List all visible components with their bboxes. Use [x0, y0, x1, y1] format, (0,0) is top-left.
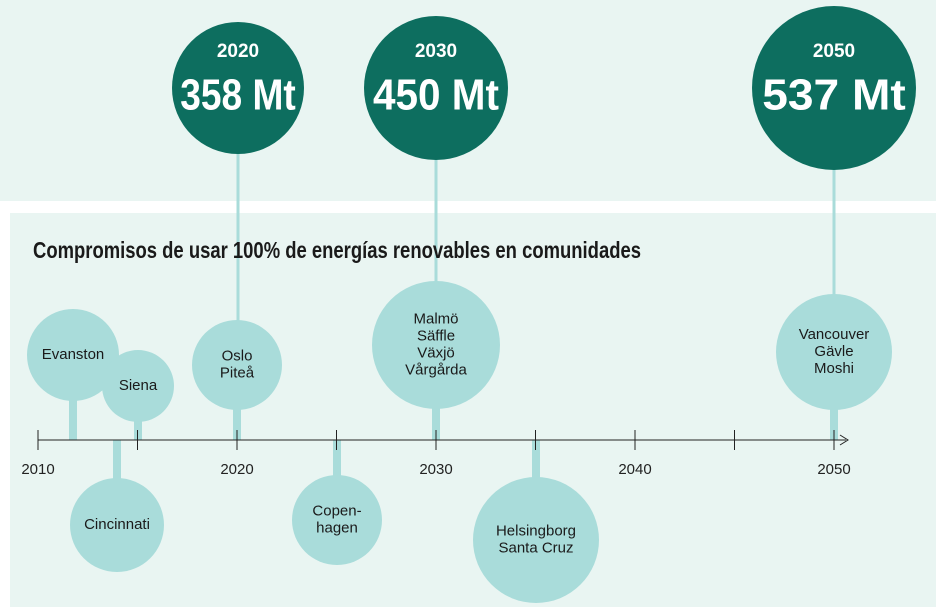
event-label: Santa Cruz: [498, 539, 573, 556]
event-label: Evanston: [42, 346, 105, 363]
event-label: hagen: [316, 519, 358, 536]
highlight-value: 358 Mt: [180, 71, 296, 120]
event-label: Helsingborg: [496, 522, 576, 539]
event-circle: [776, 294, 892, 410]
event-label: Vårgårda: [405, 361, 467, 378]
highlight-value: 537 Mt: [762, 71, 906, 120]
event-label: Växjö: [417, 344, 455, 361]
event-circle: [473, 477, 599, 603]
axis-label: 2030: [419, 461, 452, 478]
event-circle: [70, 478, 164, 572]
highlight-circle: [172, 22, 304, 154]
event-circle: [192, 320, 282, 410]
event-circle: [27, 309, 119, 401]
highlight-year: 2030: [415, 41, 457, 62]
event-label: Piteå: [220, 364, 255, 381]
event-label: Oslo: [222, 347, 253, 364]
highlight-year: 2020: [217, 41, 259, 62]
event-label: Moshi: [814, 360, 854, 377]
connector: [832, 88, 836, 300]
axis-label: 2020: [220, 461, 253, 478]
highlight-year: 2050: [813, 41, 855, 62]
axis-arrow: [839, 434, 849, 446]
connector: [434, 88, 438, 290]
event-label: Copen-: [312, 502, 361, 519]
axis-label: 2050: [817, 461, 850, 478]
highlight-circle: [752, 6, 916, 170]
connector: [236, 88, 240, 330]
event-circle: [292, 475, 382, 565]
event-label: Gävle: [814, 343, 853, 360]
event-circle: [102, 350, 174, 422]
event-label: Malmö: [413, 310, 458, 327]
axis-label: 2010: [21, 461, 54, 478]
event-label: Siena: [119, 377, 158, 394]
title: Compromisos de usar 100% de energías ren…: [33, 237, 641, 263]
event-label: Cincinnati: [84, 516, 150, 533]
event-label: Vancouver: [799, 326, 870, 343]
highlight-circle: [364, 16, 508, 160]
axis-label: 2040: [618, 461, 651, 478]
event-label: Säffle: [417, 327, 455, 344]
highlight-value: 450 Mt: [373, 71, 499, 120]
event-circle: [372, 281, 500, 409]
